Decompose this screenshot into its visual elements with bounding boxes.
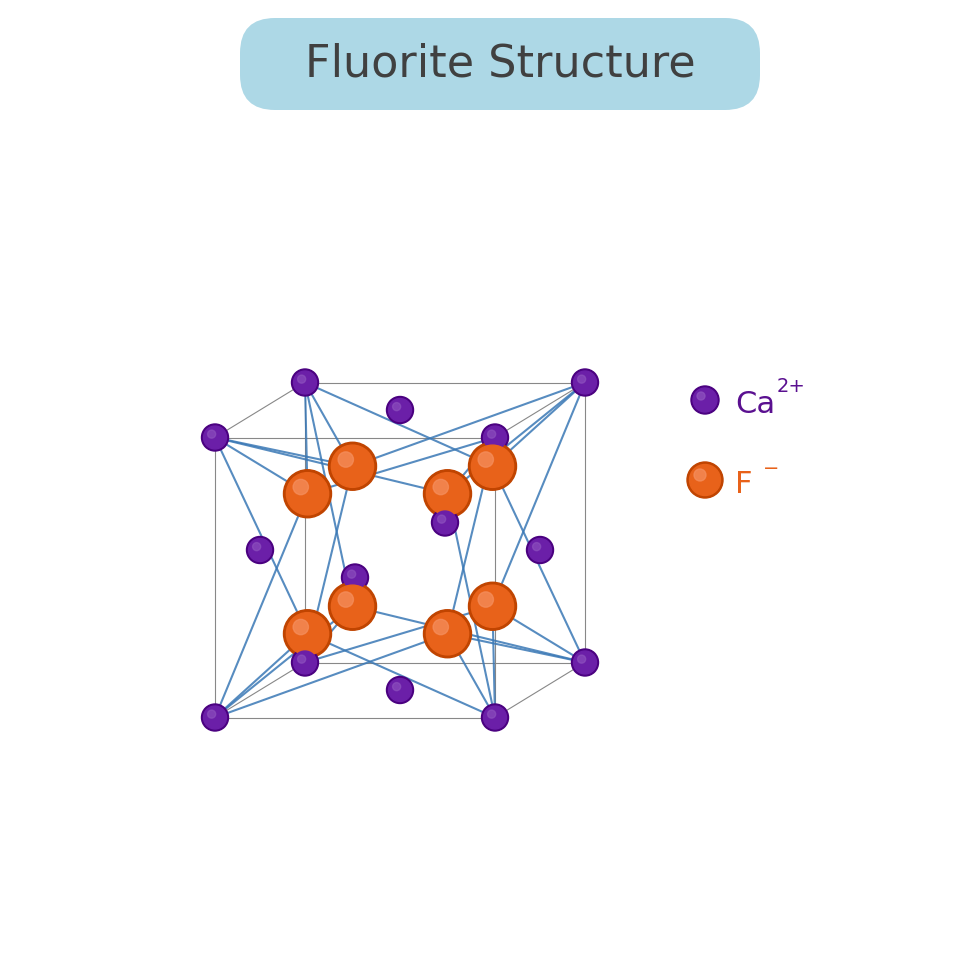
- Circle shape: [386, 397, 414, 423]
- Circle shape: [286, 612, 328, 655]
- FancyBboxPatch shape: [240, 18, 760, 110]
- Text: Ca: Ca: [735, 389, 775, 418]
- Circle shape: [202, 424, 228, 451]
- Text: Fluorite Structure: Fluorite Structure: [305, 42, 696, 85]
- Circle shape: [286, 472, 328, 514]
- Circle shape: [341, 564, 368, 591]
- Circle shape: [694, 469, 706, 481]
- Circle shape: [426, 612, 468, 655]
- Circle shape: [393, 403, 401, 411]
- Circle shape: [690, 465, 720, 496]
- Circle shape: [426, 472, 468, 514]
- Circle shape: [344, 566, 367, 589]
- Circle shape: [249, 539, 271, 562]
- Circle shape: [247, 536, 273, 564]
- Circle shape: [388, 678, 412, 702]
- Circle shape: [478, 592, 494, 608]
- Circle shape: [528, 539, 552, 562]
- Circle shape: [298, 375, 306, 383]
- Text: $-$: $-$: [762, 457, 778, 475]
- Circle shape: [293, 619, 309, 635]
- Circle shape: [283, 469, 331, 517]
- Circle shape: [328, 442, 376, 490]
- Circle shape: [283, 610, 331, 658]
- Circle shape: [338, 592, 354, 608]
- Circle shape: [348, 570, 356, 578]
- Circle shape: [433, 511, 457, 534]
- Circle shape: [433, 619, 449, 635]
- Circle shape: [571, 369, 599, 396]
- Circle shape: [338, 452, 354, 467]
- Circle shape: [208, 710, 216, 718]
- Text: 2+: 2+: [777, 376, 806, 396]
- Circle shape: [294, 651, 317, 674]
- Circle shape: [573, 651, 597, 674]
- Circle shape: [291, 649, 318, 676]
- Circle shape: [697, 392, 705, 400]
- Circle shape: [488, 710, 496, 718]
- Circle shape: [693, 388, 717, 412]
- Circle shape: [393, 683, 401, 691]
- Circle shape: [328, 582, 376, 630]
- Circle shape: [468, 582, 516, 630]
- Circle shape: [204, 706, 226, 729]
- Text: F: F: [735, 469, 753, 499]
- Circle shape: [253, 543, 261, 551]
- Circle shape: [577, 655, 586, 663]
- Circle shape: [386, 676, 414, 704]
- Circle shape: [532, 543, 541, 551]
- Circle shape: [687, 462, 723, 498]
- Circle shape: [481, 424, 509, 451]
- Circle shape: [331, 445, 373, 487]
- Circle shape: [481, 704, 509, 731]
- Circle shape: [208, 430, 216, 438]
- Circle shape: [433, 479, 449, 495]
- Circle shape: [488, 430, 496, 438]
- Circle shape: [431, 509, 459, 536]
- Circle shape: [438, 515, 446, 523]
- Circle shape: [294, 371, 317, 394]
- Circle shape: [526, 536, 554, 564]
- Circle shape: [483, 426, 507, 449]
- Circle shape: [483, 706, 507, 729]
- Circle shape: [571, 649, 599, 676]
- Circle shape: [478, 452, 494, 467]
- Circle shape: [293, 479, 309, 495]
- Circle shape: [573, 371, 597, 394]
- Circle shape: [471, 445, 514, 487]
- Circle shape: [291, 369, 318, 396]
- Circle shape: [388, 399, 412, 421]
- Circle shape: [691, 386, 719, 414]
- Circle shape: [423, 610, 471, 658]
- Circle shape: [471, 585, 514, 627]
- Circle shape: [204, 426, 226, 449]
- Circle shape: [468, 442, 516, 490]
- Circle shape: [331, 585, 373, 627]
- Circle shape: [202, 704, 228, 731]
- Circle shape: [298, 655, 306, 663]
- Circle shape: [577, 375, 586, 383]
- Circle shape: [423, 469, 471, 517]
